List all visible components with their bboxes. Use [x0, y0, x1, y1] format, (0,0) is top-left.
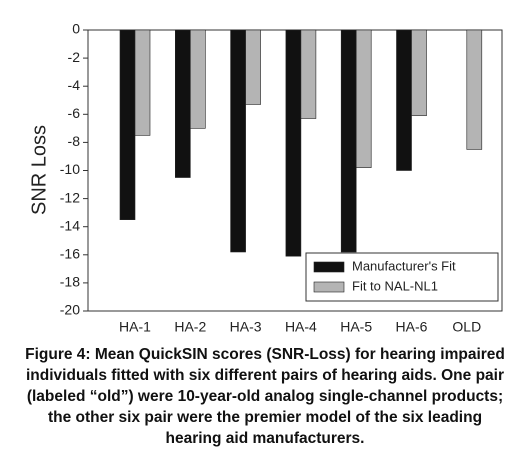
y-tick-label: 0 [72, 21, 80, 37]
bar [285, 29, 302, 257]
bar [340, 29, 357, 253]
x-tick-label: HA-5 [340, 319, 372, 335]
x-tick-label: OLD [452, 319, 481, 335]
caption: Figure 4: Mean QuickSIN scores (SNR-Loss… [25, 346, 505, 447]
y-tick-label: -20 [60, 302, 80, 318]
bar [355, 29, 372, 168]
bar [230, 29, 246, 253]
x-tick-label: HA-2 [174, 319, 206, 335]
bar [245, 29, 261, 105]
x-tick-label: HA-3 [230, 319, 262, 335]
bar [119, 29, 136, 220]
bar [396, 29, 412, 171]
y-tick-label: -8 [68, 133, 81, 149]
x-tick-label: HA-1 [119, 319, 151, 335]
x-tick-label: HA-6 [396, 319, 428, 335]
bar [411, 29, 427, 117]
bar [190, 29, 206, 129]
y-tick-label: -2 [68, 49, 81, 65]
y-tick-label: -10 [60, 161, 80, 177]
chart: SNR Loss 0 -2 -4 -6 -8 -10 -12 -14 -16 -18 -20 HA-1… [28, 21, 503, 335]
y-tick-label: -6 [68, 105, 81, 121]
bar [175, 29, 191, 178]
legend-label: Manufacturer's Fit [352, 258, 456, 273]
legend-swatch [313, 261, 345, 273]
y-axis-label: SNR Loss [28, 125, 50, 215]
y-tick-label: -18 [60, 274, 80, 290]
legend-swatch [313, 281, 345, 293]
bar [466, 29, 483, 150]
y-tick-label: -4 [68, 77, 81, 93]
x-tick-label: HA-4 [285, 319, 317, 335]
legend-box [305, 252, 499, 302]
bar [300, 29, 317, 119]
y-tick-label: -12 [60, 189, 80, 205]
y-tick-label: -16 [60, 246, 80, 262]
bar [134, 29, 151, 136]
legend-label: Fit to NAL-NL1 [352, 278, 438, 293]
y-tick-label: -14 [60, 217, 80, 233]
